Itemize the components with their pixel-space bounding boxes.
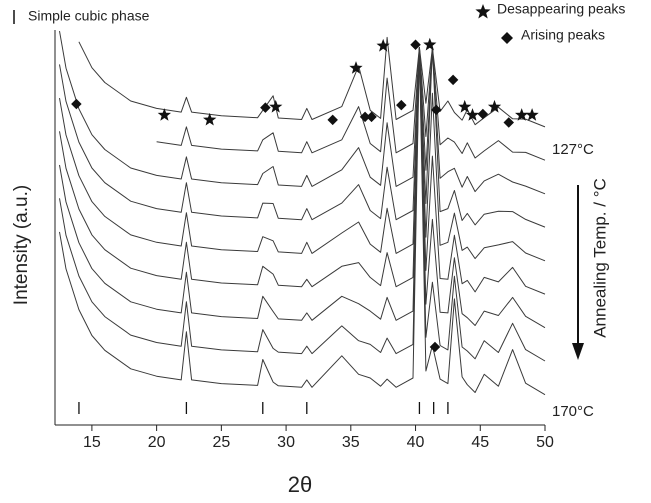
diamond-marker [71,98,82,110]
y-axis-label: Intensity (a.u.) [11,185,32,305]
diamond-marker [477,108,489,120]
curve [59,48,546,329]
x-tick-label: 25 [212,434,230,451]
x-tick-label: 45 [471,434,489,451]
star-marker [465,108,480,121]
legend-label: Arising peaks [521,27,605,43]
diamond-marker [396,99,407,111]
diamond-marker [429,341,441,353]
bottom-label: 170°C [552,403,594,420]
curve [59,47,546,295]
curve [156,46,546,161]
diamond-marker [359,111,371,123]
x-tick-label: 40 [407,434,425,451]
legend-symbol [475,4,491,19]
phase-legend-label: Simple cubic phase [28,8,150,24]
legend-symbol [501,32,513,44]
star-marker [487,99,502,113]
star-marker [203,112,217,126]
right-label: Annealing Temp. / °C [590,178,609,338]
star-marker [269,99,283,113]
x-axis-label: 2θ [288,472,312,497]
diamond-marker [431,104,442,116]
diamond-marker [410,39,421,51]
x-tick-label: 20 [148,434,166,451]
star-marker [515,108,529,121]
curve [59,48,546,362]
star-marker [525,108,539,121]
x-tick-label: 35 [342,434,360,451]
curve [59,47,546,262]
diamond-marker [503,117,515,128]
arrow-head [572,343,584,360]
curve [59,47,546,228]
star-marker [376,38,390,52]
diamond-marker [327,114,338,126]
x-tick-label: 50 [536,434,554,451]
x-tick-label: 15 [83,434,101,451]
x-tick-label: 30 [277,434,295,451]
top-label: 127°C [552,141,594,158]
star-marker [157,108,171,121]
legend-label: Desappearing peaks [497,1,625,17]
diamond-marker [366,111,377,123]
star-marker [458,99,472,113]
diamond-marker [447,74,459,86]
star-marker [349,61,363,74]
curve [59,48,546,396]
diamond-marker [260,102,271,113]
star-marker [423,37,437,51]
curve [59,31,546,195]
